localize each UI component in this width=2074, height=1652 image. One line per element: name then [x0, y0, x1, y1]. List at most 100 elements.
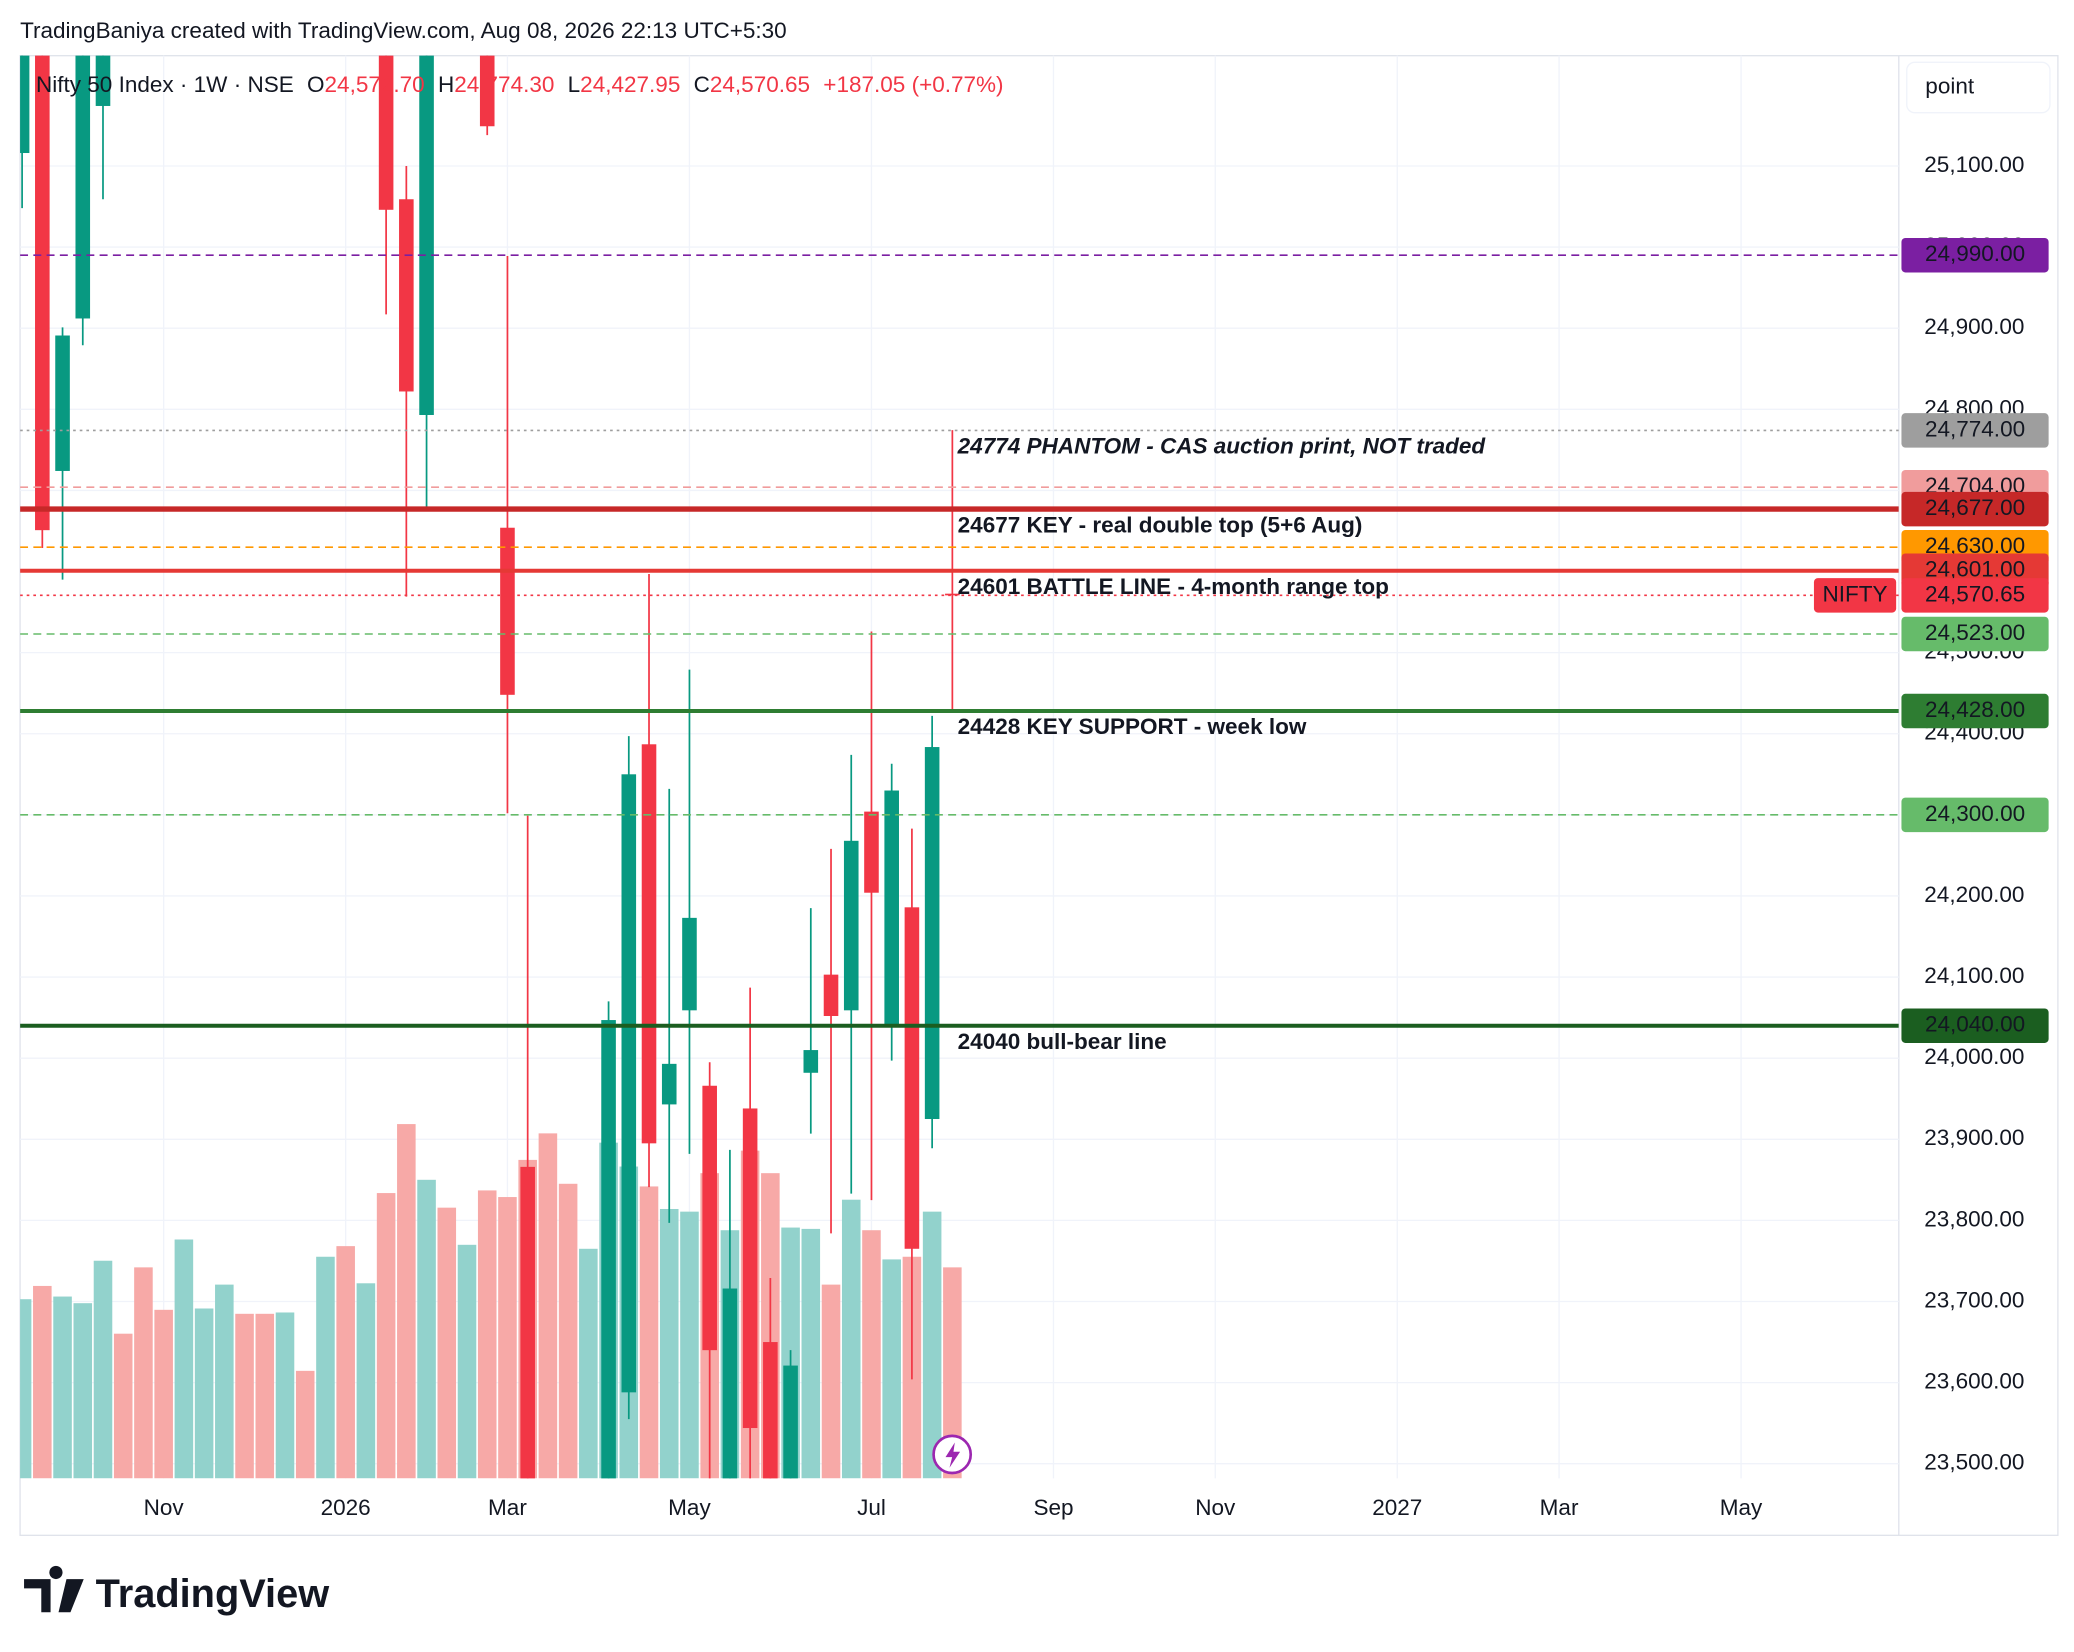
volume-bar: [659, 1208, 679, 1479]
scale-button-label[interactable]: point: [1925, 73, 1975, 98]
x-tick-label: May: [1720, 1495, 1763, 1520]
volume-bar: [417, 1179, 436, 1479]
volume-bar: [862, 1230, 881, 1479]
y-tick-label: 24,000.00: [1924, 1044, 2024, 1069]
candle-body: [742, 1108, 758, 1429]
volume-bar: [113, 1333, 133, 1479]
x-tick-label: Nov: [144, 1495, 185, 1520]
scale-button[interactable]: [1906, 61, 2051, 114]
x-tick-label: May: [668, 1495, 711, 1520]
volume-bar: [336, 1246, 355, 1479]
candle-body: [75, 55, 91, 319]
volume-bar: [943, 1267, 962, 1479]
candle-body: [55, 335, 70, 471]
y-tick-label: 25,100.00: [1924, 152, 2024, 177]
candle-body: [95, 55, 111, 106]
y-tick-label: 23,800.00: [1924, 1206, 2024, 1231]
plot-area: [20, 55, 1899, 1479]
candle-body: [621, 774, 637, 1393]
x-tick-label: Mar: [488, 1495, 527, 1520]
volume-bar: [477, 1190, 497, 1479]
volume-bar: [93, 1260, 113, 1479]
volume-bar: [882, 1259, 901, 1479]
legend-symbol: Nifty 50 Index · 1W · NSE: [36, 72, 294, 97]
x-tick-label: Mar: [1540, 1495, 1579, 1520]
price-label-box: [1901, 1008, 2049, 1043]
volume-bar: [53, 1296, 72, 1479]
price-label: 24,300.00: [1925, 801, 2025, 826]
volume-bar: [680, 1211, 699, 1479]
logo-mark: [24, 1565, 84, 1613]
candle-body: [763, 1342, 778, 1479]
price-label: 24,601.00: [1925, 557, 2025, 582]
volume-bar: [134, 1267, 153, 1479]
volume-bar: [33, 1285, 52, 1479]
y-tick-label: 23,600.00: [1924, 1369, 2024, 1394]
price-label: 24,990.00: [1925, 241, 2025, 266]
y-tick-label: 23,900.00: [1924, 1125, 2024, 1150]
logo: TradingView: [24, 1565, 331, 1616]
lightning-icon[interactable]: [932, 1434, 973, 1475]
legend-change: +187.05 (+0.77%): [823, 72, 1003, 97]
candle-body: [520, 1166, 535, 1479]
legend-value: 24,572.70: [325, 72, 425, 97]
candle-body: [945, 593, 960, 596]
candle-body: [399, 199, 414, 392]
legend-line: Nifty 50 Index · 1W · NSE O24,572.70 H24,7…: [36, 72, 1004, 97]
candle-body: [924, 747, 940, 1120]
volume-bar: [194, 1308, 214, 1479]
price-label-box: [1901, 237, 2049, 273]
legend-value: 24,570.65: [710, 72, 810, 97]
price-label: 24,523.00: [1925, 620, 2025, 645]
volume-bar: [235, 1313, 254, 1479]
price-label: 24,570.65: [1925, 581, 2025, 606]
x-tick-label: Sep: [1033, 1495, 1073, 1520]
price-label-box: [1901, 616, 2049, 652]
level-note: 24774 PHANTOM - CAS auction print, NOT t…: [957, 434, 1487, 459]
y-tick-label: 23,500.00: [1924, 1450, 2024, 1475]
volume-bar: [579, 1248, 598, 1479]
legend-value: 24,427.95: [580, 72, 680, 97]
x-tick-label: 2026: [321, 1495, 371, 1520]
symbol-tag-box: [1813, 578, 1897, 613]
volume-bar: [498, 1197, 517, 1479]
volume-bar: [457, 1244, 477, 1479]
icon-bolt[interactable]: [945, 1442, 961, 1468]
legend-key: O: [307, 72, 325, 97]
x-tick-label: Nov: [1195, 1495, 1236, 1520]
level-note: 24601 BATTLE LINE - 4-month range top: [958, 574, 1389, 599]
candle-body: [20, 55, 30, 154]
logo-text: TradingView: [96, 1572, 331, 1616]
volume-bar: [639, 1186, 659, 1479]
legend-key: H: [438, 72, 454, 97]
candle-body: [35, 55, 50, 531]
candle-body: [904, 907, 920, 1249]
price-label-box: [1901, 413, 2049, 448]
legend-key: L: [568, 72, 581, 97]
volume-bar: [821, 1284, 841, 1479]
candle-body: [378, 55, 394, 210]
volume-bar: [20, 1299, 32, 1479]
candle-body: [682, 917, 697, 1011]
price-label-box: [1901, 693, 2049, 729]
volume-bar: [922, 1211, 942, 1479]
candle-body: [803, 1050, 819, 1073]
candle-body: [641, 744, 657, 1144]
x-tick-label: 2027: [1372, 1495, 1422, 1520]
price-label: 24,774.00: [1925, 416, 2025, 441]
volume-bar: [275, 1312, 295, 1479]
candle-body: [823, 974, 839, 1017]
candle-body: [864, 811, 879, 893]
candle-body: [783, 1365, 798, 1479]
legend-key: C: [694, 72, 710, 97]
price-label: 24,040.00: [1925, 1012, 2025, 1037]
attribution: TradingBaniya created with TradingView.c…: [20, 18, 787, 43]
candle-body: [843, 840, 859, 1011]
volume-bar: [154, 1309, 173, 1479]
price-label-box: [1901, 578, 2049, 613]
level-note: 24428 KEY SUPPORT - week low: [958, 714, 1307, 739]
volume-bar: [215, 1284, 234, 1479]
y-tick-label: 24,900.00: [1924, 314, 2024, 339]
candle-body: [661, 1063, 677, 1105]
